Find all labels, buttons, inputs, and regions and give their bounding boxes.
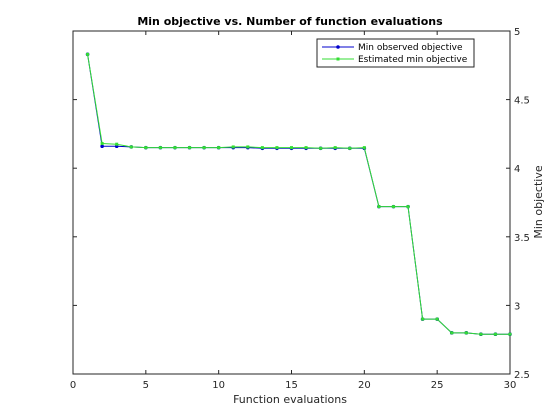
- legend-marker: [336, 57, 340, 61]
- legend-entry: Estimated min objective: [322, 55, 468, 65]
- axis-ticks: 0 5 10 15 20 25 302.5 3 3.5 4 4.5 5: [70, 27, 530, 391]
- x-tick-label: 20: [358, 380, 371, 391]
- x-tick-label: 10: [212, 380, 225, 391]
- x-tick-label: 5: [143, 380, 149, 391]
- data-point: [479, 332, 483, 336]
- data-point: [100, 144, 104, 149]
- data-point: [464, 331, 468, 335]
- data-point: [348, 146, 352, 150]
- data-point: [377, 205, 381, 209]
- data-point: [158, 146, 162, 150]
- legend-marker: [336, 45, 340, 49]
- data-point: [508, 332, 512, 336]
- legend: Min observed objective Estimated min obje…: [316, 38, 475, 68]
- x-tick-label: 0: [70, 380, 76, 391]
- data-point: [260, 146, 264, 150]
- data-point: [100, 142, 104, 146]
- legend-label: Estimated min objective: [358, 55, 468, 65]
- data-point: [333, 146, 337, 150]
- x-tick-label: 15: [285, 380, 298, 391]
- data-point: [246, 145, 250, 149]
- y-tick-label: 5: [514, 27, 520, 38]
- data-point: [493, 332, 497, 336]
- data-point: [188, 146, 192, 150]
- data-point: [406, 205, 410, 209]
- data-point: [217, 146, 221, 150]
- data-point: [86, 52, 90, 56]
- data-point: [144, 146, 148, 150]
- y-tick-label: 2.5: [514, 370, 530, 381]
- data-point: [202, 146, 206, 150]
- data-point: [115, 142, 119, 146]
- x-axis-label: Function evaluations: [233, 393, 347, 406]
- data-point: [231, 145, 235, 149]
- y-tick-label: 4.5: [514, 96, 530, 107]
- data-point: [129, 145, 133, 149]
- data-point: [275, 146, 279, 150]
- data-point: [435, 317, 439, 321]
- x-tick-label: 25: [431, 380, 444, 391]
- x-tick-label: 30: [504, 380, 517, 391]
- legend-box: [316, 38, 475, 68]
- y-axis-label: Min objective: [532, 165, 545, 238]
- y-tick-label: 3.5: [514, 233, 530, 244]
- data-point: [319, 146, 323, 150]
- data-point: [391, 205, 395, 209]
- data-point: [290, 146, 293, 150]
- series-group: [85, 52, 512, 337]
- series-estimated-min-objective: [86, 52, 512, 336]
- y-tick-label: 4: [514, 164, 520, 175]
- legend-entry: Min observed objective: [322, 43, 463, 53]
- data-point: [362, 146, 366, 150]
- data-point: [421, 317, 425, 321]
- chart-title: Min objective vs. Number of function eva…: [137, 15, 443, 28]
- series-line: [87, 54, 510, 335]
- y-tick-label: 3: [514, 301, 520, 312]
- data-point: [450, 331, 454, 335]
- data-point: [304, 146, 308, 150]
- data-point: [173, 146, 177, 150]
- legend-label: Min observed objective: [358, 43, 463, 53]
